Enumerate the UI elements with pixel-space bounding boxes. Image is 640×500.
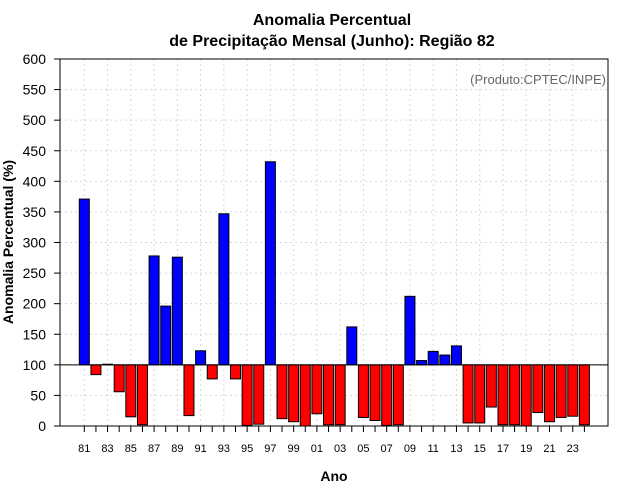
bar-00 (299, 364, 311, 427)
y-tick-label: 350 (23, 204, 47, 220)
x-tick-label: 85 (125, 443, 137, 455)
bar-14 (462, 364, 474, 424)
source-note: (Produto:CPTEC/INPE) (470, 72, 606, 87)
bar-94 (229, 364, 241, 380)
bar-23 (567, 364, 579, 417)
bar-90 (183, 364, 195, 417)
bar-06 (369, 364, 381, 421)
x-axis-label: Ano (320, 468, 347, 484)
x-tick-label: 93 (218, 443, 230, 455)
bar-19 (520, 364, 532, 427)
bar-85 (125, 364, 137, 418)
bar-13 (450, 345, 462, 366)
x-tick-label: 11 (427, 443, 438, 455)
bar-17 (497, 364, 509, 426)
bar-89 (171, 256, 183, 366)
x-tick-label: 83 (101, 443, 113, 455)
bar-87 (148, 255, 160, 366)
bar-07 (381, 364, 393, 426)
x-tick-label: 99 (288, 443, 300, 455)
bar-97 (264, 161, 276, 366)
x-tick-label: 13 (450, 443, 462, 455)
y-tick-label: 250 (23, 265, 47, 281)
bar-10 (416, 360, 428, 366)
x-tick-label: 09 (404, 443, 416, 455)
y-tick-label: 50 (30, 387, 46, 403)
x-tick-label: 07 (381, 443, 393, 455)
y-axis-label: Anomalia Percentual (%) (0, 160, 16, 324)
x-tick-label: 21 (543, 443, 555, 455)
y-tick-label: 300 (23, 235, 47, 251)
y-tick-label: 450 (23, 143, 47, 159)
y-tick-label: 600 (23, 51, 47, 67)
bar-01 (311, 364, 323, 415)
x-tick-label: 95 (241, 443, 253, 455)
x-axis: 81 83 85 87 89 91 93 95 97 99 01 03 05 07 09 11 13 15 17 19… (78, 426, 585, 455)
bar-16 (485, 364, 497, 408)
bar-95 (241, 364, 253, 426)
y-axis: 0 50 100 150 200 250 300 350 400 450 500 550 600 (23, 51, 60, 434)
bar-21 (544, 364, 555, 423)
x-tick-label: 01 (311, 443, 323, 455)
x-tick-label: 05 (357, 443, 369, 455)
x-tick-label: 87 (148, 443, 160, 455)
bar-04 (346, 326, 358, 366)
bar-11 (427, 350, 439, 366)
bar-81 (78, 198, 90, 366)
bar-09 (404, 295, 416, 366)
bar-93 (218, 213, 230, 366)
y-tick-label: 100 (23, 357, 47, 373)
bar-88 (160, 305, 172, 366)
chart-title-line2: de Precipitação Mensal (Junho): Região 8… (169, 33, 495, 50)
bar-98 (276, 364, 288, 420)
bar-99 (288, 364, 300, 423)
bar-20 (532, 364, 544, 414)
bar-96 (253, 364, 265, 425)
bar-92 (206, 364, 218, 380)
x-tick-label: 89 (171, 443, 183, 455)
y-tick-label: 150 (23, 326, 47, 342)
bar-15 (474, 364, 486, 424)
bar-86 (136, 364, 148, 426)
bars (78, 161, 590, 427)
x-tick-label: 97 (264, 443, 276, 455)
y-tick-label: 200 (23, 296, 47, 312)
bar-82 (90, 364, 102, 376)
y-tick-label: 400 (23, 173, 47, 189)
y-tick-label: 500 (23, 112, 47, 128)
bar-18 (509, 364, 521, 426)
x-tick-label: 81 (78, 443, 90, 455)
bar-22 (555, 364, 567, 418)
bar-08 (392, 364, 404, 426)
bar-05 (357, 364, 369, 418)
bar-84 (113, 364, 125, 393)
bar-91 (195, 350, 207, 366)
bar-03 (334, 364, 346, 426)
bar-24 (578, 364, 590, 426)
bar-02 (323, 364, 335, 426)
bar-12 (439, 354, 451, 366)
x-tick-label: 19 (520, 443, 532, 455)
x-tick-label: 03 (334, 443, 346, 455)
x-tick-label: 17 (497, 443, 509, 455)
x-tick-label: 91 (194, 443, 206, 455)
chart-title-line1: Anomalia Percentual (253, 12, 411, 29)
y-tick-label: 550 (23, 82, 47, 98)
y-tick-label: 0 (38, 418, 46, 434)
x-tick-label: 15 (474, 443, 486, 455)
x-tick-label: 23 (567, 443, 579, 455)
